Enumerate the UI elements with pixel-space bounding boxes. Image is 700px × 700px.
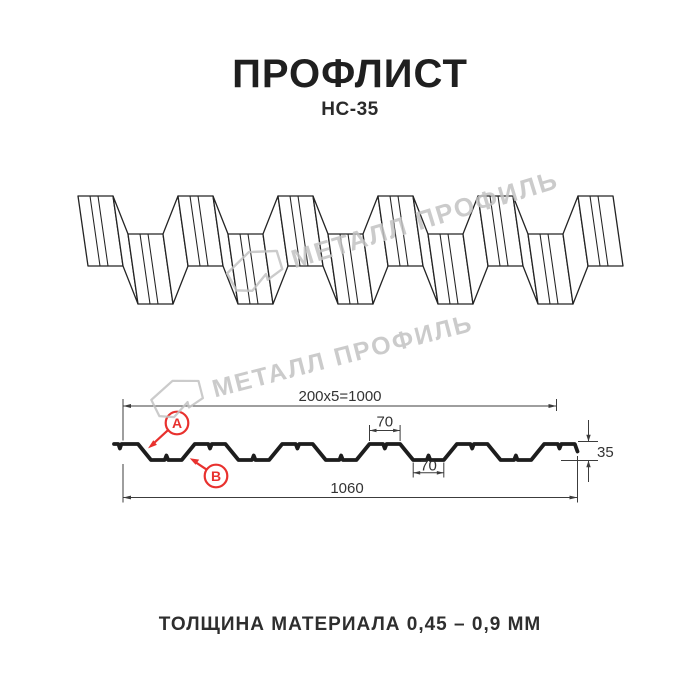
dimension-profile-height: 35 [561,420,614,482]
dim-overall-width-label: 1060 [330,480,363,497]
dim-height-label: 35 [597,444,614,461]
profile-outline [112,442,580,462]
footer-thickness-note: ТОЛЩИНА МАТЕРИАЛА 0,45 – 0,9 ММ [158,614,542,635]
dimension-useful-width: 200x5=1000 [122,388,557,441]
dimension-top-flange: 70 [369,414,401,441]
profile-code: НС-35 [321,99,379,120]
callout-a-label: A [172,415,182,431]
dim-bottom-flange-label: 70 [420,458,437,475]
callout-b-label: B [211,468,221,484]
dimension-overall-width: 1060 [122,456,578,503]
dimension-bottom-flange: 70 [412,458,445,478]
dim-top-flange-label: 70 [376,414,393,431]
callout-b: B [189,458,229,489]
callout-a: A [148,410,190,449]
dim-useful-width-label: 200x5=1000 [299,388,382,405]
page-title: ПРОФЛИСТ [232,52,468,96]
